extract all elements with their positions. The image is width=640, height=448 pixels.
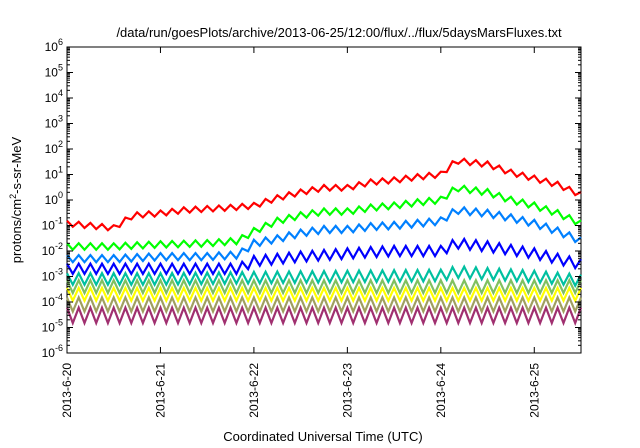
series-line: [66, 236, 582, 277]
y-axis: 10-610-510-410-310-210-11001011021031041…: [42, 37, 581, 360]
y-tick-label-exp: -1: [55, 216, 63, 226]
y-tick-label-base: 10: [42, 321, 56, 335]
y-tick-label-base: 10: [45, 193, 59, 207]
x-tick-label: 2013-6-20: [60, 363, 74, 418]
y-tick-label: 104: [45, 88, 63, 105]
series-line: [66, 205, 582, 264]
y-tick-label-exp: 3: [58, 114, 63, 124]
series-line: [65, 277, 583, 296]
y-tick-label-base: 10: [45, 66, 59, 80]
y-tick-label-base: 10: [45, 142, 59, 156]
y-axis-label-rest: -s-sr-MeV: [9, 136, 24, 193]
y-tick-label-base: 10: [45, 40, 59, 54]
y-tick-label: 101: [45, 165, 63, 182]
x-tick-label: 2013-6-22: [247, 363, 261, 418]
y-tick-label: 10-2: [42, 241, 63, 258]
y-tick-label: 10-5: [42, 318, 63, 335]
y-tick-label-base: 10: [45, 117, 59, 131]
y-tick-label-base: 10: [42, 244, 56, 258]
chart-title: /data/run/goesPlots/archive/2013-06-25/1…: [116, 25, 562, 40]
y-tick-label-exp: -3: [55, 267, 63, 277]
series-layer: [65, 157, 583, 327]
y-tick-label: 10-6: [42, 343, 63, 360]
y-tick-label: 10-4: [42, 292, 63, 309]
y-axis-label-base: protons/cm: [9, 199, 24, 263]
series-line: [65, 285, 583, 304]
y-tick-label-exp: -6: [55, 343, 63, 353]
y-tick-label: 105: [45, 63, 63, 80]
y-tick-label: 102: [45, 139, 63, 156]
x-axis-label: Coordinated Universal Time (UTC): [223, 429, 422, 444]
y-tick-label-exp: 6: [58, 37, 63, 47]
y-tick-label-exp: 5: [58, 63, 63, 73]
y-tick-label-base: 10: [42, 270, 56, 284]
y-axis-label-sup: 2: [8, 194, 18, 199]
x-tick-label: 2013-6-21: [153, 363, 167, 418]
series-line: [65, 304, 583, 327]
y-tick-label-exp: -2: [55, 241, 63, 251]
x-tick-label: 2013-6-23: [340, 363, 354, 418]
y-tick-label-exp: 1: [58, 165, 63, 175]
y-tick-label-base: 10: [42, 295, 56, 309]
y-axis-label: protons/cm2-s-sr-MeV: [8, 136, 24, 263]
x-tick-label: 2013-6-25: [527, 363, 541, 418]
y-tick-label-exp: 0: [58, 190, 63, 200]
y-tick-label-exp: 2: [58, 139, 63, 149]
y-tick-label: 10-1: [42, 216, 63, 233]
series-line: [66, 184, 582, 252]
series-line: [65, 294, 583, 315]
y-tick-label: 103: [45, 114, 63, 131]
y-tick-label-exp: 4: [58, 88, 63, 98]
y-tick-label-base: 10: [42, 219, 56, 233]
x-axis: 2013-6-20 2013-6-21 2013-6-22 2013-6-23 2013…: [60, 47, 541, 418]
series-line: [66, 157, 582, 232]
y-tick-label-base: 10: [45, 168, 59, 182]
plot-area: 10-610-510-410-310-210-11001011021031041…: [42, 37, 583, 418]
y-tick-label-base: 10: [45, 91, 59, 105]
y-tick-label: 100: [45, 190, 63, 207]
y-tick-label-exp: -4: [55, 292, 63, 302]
series-line: [66, 264, 582, 289]
x-tick-label: 2013-6-24: [434, 363, 448, 418]
y-tick-label-exp: -5: [55, 318, 63, 328]
y-tick-label: 10-3: [42, 267, 63, 284]
y-tick-label: 106: [45, 37, 63, 54]
y-tick-label-base: 10: [42, 346, 56, 360]
